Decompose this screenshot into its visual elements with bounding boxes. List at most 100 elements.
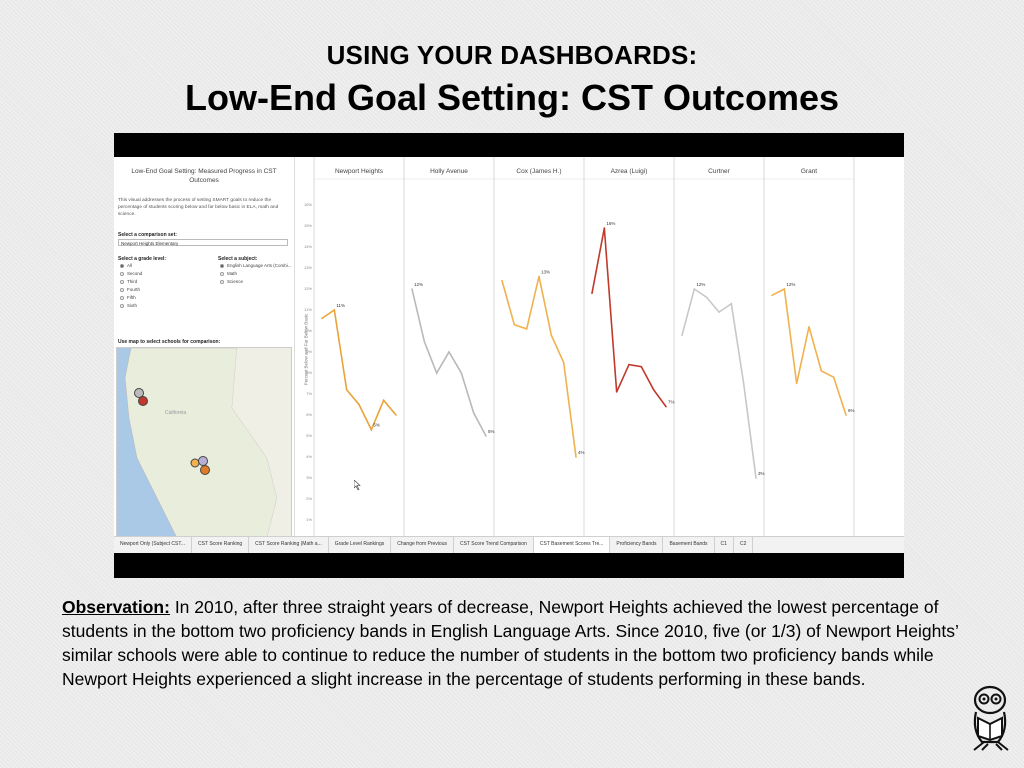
data-point[interactable]	[603, 227, 606, 229]
data-point[interactable]	[550, 334, 553, 336]
school-map[interactable]: California	[116, 347, 292, 552]
data-point[interactable]	[783, 288, 786, 290]
sheet-tab[interactable]: Proficiency Bands	[610, 537, 664, 553]
data-point[interactable]	[370, 428, 373, 431]
observation-text: In 2010, after three straight years of d…	[62, 597, 959, 689]
data-point[interactable]	[795, 382, 798, 385]
data-point[interactable]	[382, 399, 385, 402]
subject-option[interactable]: Math	[220, 271, 237, 276]
radio-icon[interactable]	[220, 279, 224, 284]
data-point[interactable]	[705, 296, 708, 299]
radio-icon[interactable]	[120, 263, 124, 268]
grade-option[interactable]: Sixth	[120, 303, 137, 308]
radio-icon[interactable]	[120, 303, 124, 308]
dashboard-screenshot: Low-End Goal Setting: Measured Progress …	[114, 133, 904, 578]
subject-option[interactable]: Science	[220, 279, 243, 284]
data-point[interactable]	[562, 361, 565, 364]
radio-icon[interactable]	[220, 263, 224, 268]
data-point[interactable]	[448, 351, 450, 353]
radio-icon[interactable]	[120, 287, 124, 292]
subject-option[interactable]: English Language Arts (Combi...	[220, 263, 292, 268]
grade-option[interactable]: Fifth	[120, 295, 136, 300]
data-point[interactable]	[411, 288, 413, 290]
data-point[interactable]	[615, 391, 618, 393]
radio-icon[interactable]	[120, 279, 124, 284]
series-line[interactable]	[771, 287, 847, 416]
grade-option[interactable]: Third	[120, 279, 137, 284]
sheet-tab[interactable]: Newport Only (Subject CST...	[114, 537, 193, 553]
y-tick-label: 13%	[303, 265, 312, 270]
data-point[interactable]	[628, 363, 630, 366]
radio-icon[interactable]	[220, 271, 224, 276]
sheet-tab[interactable]: Change from Previous	[391, 537, 454, 553]
data-label: 12%	[786, 282, 795, 287]
data-point[interactable]	[832, 376, 835, 378]
data-label: 12%	[696, 282, 705, 287]
data-label: 3%	[758, 471, 765, 476]
data-point[interactable]	[423, 340, 426, 343]
cursor-icon	[354, 480, 361, 490]
data-point[interactable]	[718, 311, 720, 313]
data-point[interactable]	[742, 382, 745, 385]
series-line[interactable]	[591, 227, 667, 408]
data-point[interactable]	[681, 334, 683, 336]
y-tick-label: 12%	[303, 286, 312, 291]
data-point[interactable]	[485, 435, 487, 437]
data-point[interactable]	[395, 414, 397, 416]
data-point[interactable]	[820, 370, 823, 372]
data-point[interactable]	[591, 292, 593, 294]
school-marker[interactable]	[200, 465, 210, 475]
data-point[interactable]	[333, 309, 336, 311]
data-point[interactable]	[358, 403, 360, 406]
sheet-tab[interactable]: CST Score Ranking (Math a...	[249, 537, 329, 553]
data-point[interactable]	[693, 288, 696, 290]
sheet-tab[interactable]: CST Score Ranking	[192, 537, 250, 553]
grade-option[interactable]: All	[120, 263, 132, 268]
series-line[interactable]	[501, 276, 577, 458]
data-point[interactable]	[652, 389, 655, 391]
data-point[interactable]	[771, 294, 773, 297]
data-point[interactable]	[321, 317, 323, 320]
sheet-tab[interactable]: C1	[715, 537, 734, 553]
subject-option-label: Math	[227, 271, 238, 276]
data-point[interactable]	[513, 323, 516, 326]
data-point[interactable]	[501, 279, 503, 282]
series-line[interactable]	[321, 308, 397, 432]
data-point[interactable]	[575, 456, 577, 458]
data-point[interactable]	[525, 328, 528, 330]
sheet-tab[interactable]: Grade Level Rankings	[329, 537, 392, 553]
y-tick-label: 7%	[306, 391, 312, 396]
school-marker[interactable]	[134, 388, 144, 398]
data-point[interactable]	[435, 372, 438, 374]
data-point[interactable]	[755, 477, 757, 479]
sheet-tab[interactable]: Basement Bands	[663, 537, 715, 553]
data-label: 6%	[848, 408, 855, 413]
y-tick-label: 9%	[306, 349, 312, 354]
sheet-tab[interactable]: CST Score Trend Comparison	[454, 537, 534, 553]
data-point[interactable]	[640, 365, 643, 368]
pane-header: Grant	[801, 168, 817, 175]
radio-icon[interactable]	[120, 295, 124, 300]
data-point[interactable]	[808, 326, 810, 328]
sheet-tab[interactable]: CST Basement Scores Tre...	[533, 537, 611, 553]
data-point[interactable]	[538, 275, 540, 278]
radio-icon[interactable]	[120, 271, 124, 276]
data-point[interactable]	[472, 412, 475, 414]
data-point[interactable]	[460, 372, 463, 374]
grade-option[interactable]: Second	[120, 271, 142, 276]
data-point[interactable]	[665, 405, 667, 408]
school-marker[interactable]	[138, 396, 148, 406]
series-line[interactable]	[681, 287, 757, 479]
data-point[interactable]	[845, 414, 847, 416]
data-point[interactable]	[730, 302, 733, 305]
grade-option[interactable]: Fourth	[120, 287, 140, 292]
slide-heading: USING YOUR DASHBOARDS: Low-End Goal Sett…	[0, 40, 1024, 119]
data-point[interactable]	[345, 389, 348, 391]
dashboard-description: This visual addresses the process of set…	[118, 198, 279, 217]
comparison-set-dropdown[interactable]: Newport Heights Elementary	[118, 239, 288, 246]
series-line[interactable]	[411, 288, 487, 437]
sheet-tab[interactable]: C2	[734, 537, 754, 553]
y-tick-label: 5%	[306, 433, 312, 438]
sheet-tab-bar: Newport Only (Subject CST... CST Score Ra…	[114, 536, 904, 553]
observation-label: Observation:	[62, 597, 170, 617]
